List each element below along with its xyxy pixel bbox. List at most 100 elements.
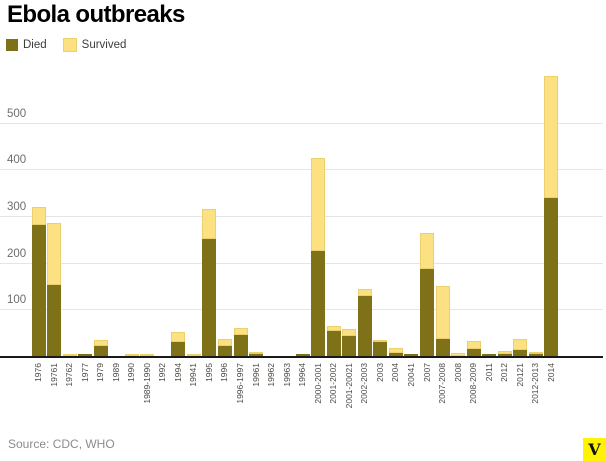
bar-survived-1994	[171, 331, 186, 342]
bar-died-1996-1997	[233, 334, 248, 356]
gridline-300	[0, 215, 603, 217]
bar-survived-19762	[62, 354, 77, 356]
bar-survived-2008-2009	[466, 341, 481, 350]
x-tick-label-20121: 20121	[514, 363, 525, 387]
x-tick-label-1977: 1977	[79, 363, 90, 382]
bar-survived-2008	[451, 353, 466, 356]
bar-survived-2002-2003	[357, 289, 372, 297]
bar-survived-2000-2001	[311, 157, 326, 252]
x-tick-label-2012: 2012	[499, 363, 510, 382]
bar-survived-2004	[388, 348, 403, 353]
source-credit: Source: CDC, WHO	[8, 437, 115, 451]
x-tick-label-2012-2013: 2012-2013	[530, 363, 541, 404]
bar-survived-2001-20021	[342, 329, 357, 336]
bar-survived-19941	[186, 354, 201, 356]
bar-died-1995	[202, 239, 217, 356]
y-tick-label-500: 500	[7, 107, 27, 120]
bar-survived-2007	[420, 232, 434, 269]
bar-survived-1996	[217, 338, 232, 347]
bar-died-19761	[47, 285, 62, 356]
bar-died-2000-2001	[311, 251, 326, 356]
bar-died-2004	[388, 352, 403, 356]
bar-survived-2007-2008	[435, 286, 450, 339]
bar-survived-1979	[93, 340, 108, 346]
x-tick-label-2002-2003: 2002-2003	[359, 363, 370, 404]
bar-survived-2012-2013	[528, 352, 543, 354]
bar-died-2001-2002	[326, 331, 341, 356]
x-tick-label-1990: 1990	[126, 363, 137, 382]
bar-died-2011	[482, 354, 497, 356]
x-tick-label-1995: 1995	[203, 363, 214, 382]
x-tick-label-20041: 20041	[405, 363, 416, 387]
x-axis-line	[0, 356, 603, 358]
x-tick-label-2007: 2007	[421, 363, 432, 382]
x-tick-label-19762: 19762	[64, 363, 75, 387]
x-tick-label-1996-1997: 1996-1997	[235, 363, 246, 404]
legend-swatch-died	[6, 39, 18, 51]
y-tick-label-400: 400	[7, 154, 27, 167]
bar-survived-1976	[31, 207, 46, 226]
legend-swatch-survived	[62, 38, 77, 52]
x-tick-label-19962: 19962	[266, 363, 277, 387]
x-tick-label-2011: 2011	[483, 363, 494, 382]
legend-label-survived: Survived	[81, 39, 127, 51]
bar-died-2001-20021	[342, 335, 357, 356]
gridline-400	[0, 169, 603, 171]
x-tick-label-2004: 2004	[390, 363, 401, 382]
bar-died-2014	[544, 198, 559, 356]
bar-died-1994	[171, 341, 186, 356]
bar-survived-19761	[47, 223, 62, 286]
bar-died-2008-2009	[466, 349, 481, 356]
x-tick-label-2000-2001: 2000-2001	[312, 363, 323, 404]
x-tick-label-19961: 19961	[250, 363, 261, 387]
chart-title: Ebola outbreaks	[7, 1, 185, 28]
x-tick-label-1989-1990: 1989-1990	[141, 363, 152, 404]
x-tick-label-1992: 1992	[157, 363, 168, 382]
vox-logo: V	[583, 438, 606, 461]
x-tick-label-2008: 2008	[452, 363, 463, 382]
bar-died-2007	[420, 268, 434, 356]
x-tick-label-1994: 1994	[172, 363, 183, 382]
bar-died-19964	[295, 354, 310, 356]
vox-logo-letter: V	[588, 439, 601, 459]
bar-died-20041	[404, 354, 419, 356]
x-tick-label-19761: 19761	[48, 363, 59, 387]
gridline-200	[0, 262, 603, 264]
x-tick-label-1989: 1989	[110, 363, 121, 382]
bar-survived-20121	[513, 339, 528, 350]
y-tick-label-200: 200	[7, 247, 27, 260]
x-tick-label-2001-20021: 2001-20021	[343, 363, 354, 409]
x-tick-label-19941: 19941	[188, 363, 199, 387]
y-tick-label-100: 100	[7, 294, 27, 307]
gridline-100	[0, 309, 603, 311]
bar-survived-1995	[202, 208, 217, 240]
x-tick-label-2008-2009: 2008-2009	[468, 363, 479, 404]
bar-died-1979	[93, 345, 108, 356]
x-tick-label-19963: 19963	[281, 363, 292, 387]
bar-survived-2014	[544, 76, 559, 199]
legend-item-died: Died	[6, 39, 47, 51]
bar-survived-2001-2002	[326, 325, 341, 332]
y-tick-label-300: 300	[7, 200, 27, 213]
bar-died-20121	[513, 349, 528, 356]
bar-died-1996	[217, 346, 232, 356]
bar-died-2003	[373, 342, 388, 356]
bar-died-1976	[31, 225, 46, 356]
x-tick-label-1976: 1976	[33, 363, 43, 382]
x-tick-label-2014: 2014	[545, 363, 556, 382]
bar-died-2007-2008	[435, 338, 450, 356]
bar-died-1977	[78, 354, 93, 356]
x-tick-label-2007-2008: 2007-2008	[437, 363, 448, 404]
bar-survived-2012	[497, 350, 512, 354]
bar-died-2002-2003	[357, 296, 372, 356]
bar-survived-2003	[373, 339, 388, 343]
x-tick-label-1996: 1996	[219, 363, 230, 382]
x-tick-label-1979: 1979	[95, 363, 106, 382]
bar-died-2012	[497, 354, 512, 356]
legend-item-survived: Survived	[62, 38, 127, 52]
bar-survived-1990	[124, 354, 139, 356]
bar-died-19961	[249, 354, 264, 356]
bar-survived-19961	[249, 352, 264, 354]
